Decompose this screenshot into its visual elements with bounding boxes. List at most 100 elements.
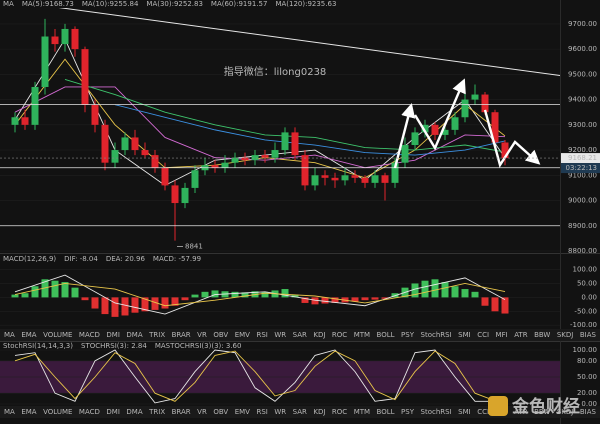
indicator-tab[interactable]: TRIX (148, 408, 165, 416)
indicator-tab[interactable]: BIAS (580, 331, 597, 339)
legend-label: MA(5):9168.73 (22, 0, 74, 8)
macd-bar (481, 297, 489, 306)
indicator-tab[interactable]: TRIX (148, 331, 165, 339)
macd-bar (161, 297, 169, 309)
watermark: 指导微信：lilong0238 (224, 65, 327, 78)
macd-bar (441, 282, 449, 298)
indicator-tab[interactable]: DMI (106, 408, 120, 416)
indicator-tab[interactable]: EMA (21, 331, 36, 339)
indicator-tab[interactable]: WR (274, 331, 286, 339)
indicator-tab[interactable]: SMI (458, 331, 471, 339)
indicator-tab[interactable]: MFI (496, 331, 508, 339)
candle-body (401, 145, 409, 163)
indicator-tab[interactable]: KDJ (313, 408, 325, 416)
indicator-tab[interactable]: ROC (332, 331, 347, 339)
candle-body (451, 117, 459, 130)
indicator-tab[interactable]: RSI (256, 331, 267, 339)
candle-body (81, 49, 89, 105)
y-tick-label: 9200.00 (568, 146, 597, 154)
indicator-tab[interactable]: BOLL (377, 408, 395, 416)
candle-body (361, 177, 369, 183)
indicator-tab[interactable]: EMA (21, 408, 36, 416)
indicator-tab[interactable]: MTM (354, 331, 370, 339)
indicator-tab[interactable]: SAR (293, 408, 307, 416)
candle-body (11, 117, 19, 125)
indicator-tab[interactable]: ROC (332, 408, 347, 416)
macd-bar (111, 297, 119, 317)
indicator-tab[interactable]: VOLUME (43, 408, 72, 416)
legend-label: MA(60):9191.57 (211, 0, 268, 8)
indicator-tab[interactable]: VOLUME (43, 331, 72, 339)
indicator-tab[interactable]: EMV (235, 331, 250, 339)
legend-label: MACD: -57.99 (153, 255, 201, 263)
indicator-tab[interactable]: OBV (213, 408, 228, 416)
y-tick-label: 9700.00 (568, 20, 597, 28)
indicator-tab[interactable]: CCI (477, 331, 489, 339)
indicator-tab[interactable]: DMA (126, 408, 142, 416)
indicator-tab[interactable]: BBW (534, 331, 550, 339)
legend-label: MA(120):9235.63 (275, 0, 336, 8)
indicator-tab[interactable]: VR (197, 331, 207, 339)
indicator-tab[interactable]: BRAR (172, 408, 191, 416)
indicator-tab[interactable]: OBV (213, 331, 228, 339)
indicator-tab[interactable]: RSI (256, 408, 267, 416)
macd-bar (331, 297, 339, 303)
indicator-tab[interactable]: ATR (514, 408, 528, 416)
ma-line (64, 78, 506, 153)
candle-body (181, 187, 189, 204)
indicator-tab[interactable]: BRAR (172, 331, 191, 339)
candle-body (61, 28, 69, 45)
indicator-tab[interactable]: DMA (126, 331, 142, 339)
candle-body (91, 104, 99, 125)
indicator-tab[interactable]: SKDJ (557, 331, 574, 339)
ma-line (114, 104, 506, 156)
indicator-tab[interactable]: SAR (293, 331, 307, 339)
candle-body (491, 112, 499, 143)
candle-body (461, 99, 469, 118)
macd-bar (451, 286, 459, 298)
indicator-tab[interactable]: ATR (514, 331, 528, 339)
macd-bar (21, 293, 29, 298)
y-tick-label: 100.00 (573, 346, 598, 354)
candle-body (131, 137, 139, 151)
y-tick-label: 80.00 (577, 357, 597, 365)
indicator-tab[interactable]: SKDJ (557, 408, 574, 416)
candle-body (421, 124, 429, 133)
tab-bar (0, 329, 600, 341)
plot-area (0, 8, 560, 241)
y-tick-label: 9000.00 (568, 197, 597, 205)
indicator-tab[interactable]: KDJ (313, 331, 325, 339)
indicator-tab[interactable]: MTM (354, 408, 370, 416)
indicator-tab[interactable]: WR (274, 408, 286, 416)
y-tick-label: 9600.00 (568, 45, 597, 53)
candle-body (31, 86, 39, 125)
indicator-tab[interactable]: PSY (401, 331, 415, 339)
indicator-tab[interactable]: MACD (79, 331, 100, 339)
indicator-tab[interactable]: BOLL (377, 331, 395, 339)
legend-label: MACD(12,26,9) (3, 255, 56, 263)
candle-body (381, 175, 389, 183)
indicator-tab[interactable]: MA (4, 408, 15, 416)
indicator-tab[interactable]: BIAS (580, 408, 597, 416)
indicator-tab[interactable]: DMI (106, 331, 120, 339)
legend-label: MA(10):9255.84 (82, 0, 139, 8)
macd-bar (201, 291, 209, 298)
y-tick-label: 0.00 (581, 293, 597, 301)
pane-divider (0, 341, 600, 342)
indicator-tab[interactable]: EMV (235, 408, 250, 416)
indicator-tab[interactable]: MA (4, 331, 15, 339)
indicator-tab[interactable]: StochRSI (421, 331, 452, 339)
indicator-tab[interactable]: CCI (477, 408, 489, 416)
indicator-tab[interactable]: MACD (79, 408, 100, 416)
macd-bar (491, 297, 499, 312)
indicator-tab[interactable]: StochRSI (421, 408, 452, 416)
indicator-tab[interactable]: VR (197, 408, 207, 416)
indicator-tab[interactable]: SMI (458, 408, 471, 416)
indicator-tab[interactable]: PSY (401, 408, 415, 416)
y-tick-label: 20.00 (577, 389, 597, 397)
indicator-tab[interactable]: BBW (534, 408, 550, 416)
candle-body (231, 157, 239, 163)
macd-bar (151, 297, 159, 310)
candle-body (441, 129, 449, 135)
